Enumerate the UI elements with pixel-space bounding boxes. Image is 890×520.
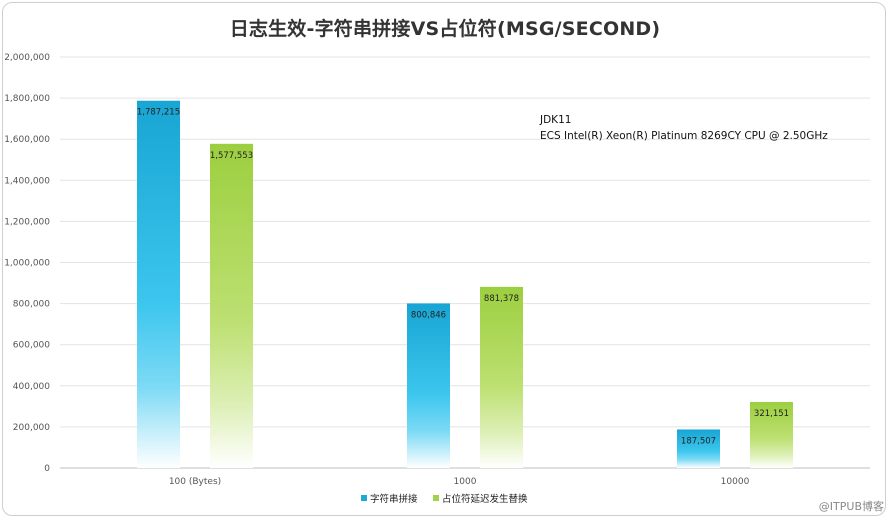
y-tick-label: 1,200,000 — [4, 217, 50, 227]
data-label: 1,577,553 — [210, 151, 253, 161]
bar — [480, 286, 523, 468]
bar — [677, 429, 720, 468]
legend-label: 占位符延迟发生替换 — [442, 493, 528, 505]
y-tick-label: 200,000 — [13, 423, 50, 433]
data-label: 187,507 — [681, 436, 716, 446]
data-label: 800,846 — [411, 310, 446, 320]
data-label: 321,151 — [754, 409, 789, 419]
data-label: 881,378 — [484, 294, 519, 304]
x-tick-label: 10000 — [721, 477, 750, 487]
annotation-cpu: ECS Intel(R) Xeon(R) Platinum 8269CY CPU… — [540, 130, 828, 142]
bar — [137, 100, 180, 468]
legend-label: 字符串拼接 — [370, 493, 418, 505]
y-tick-label: 1,400,000 — [4, 176, 50, 186]
legend-swatch — [433, 495, 439, 501]
y-tick-label: 800,000 — [13, 300, 50, 310]
y-tick-label: 600,000 — [13, 341, 50, 351]
x-axis: 100 (Bytes) 1000 10000 — [169, 477, 750, 487]
bar — [407, 303, 450, 468]
chart-title: 日志生效-字符串拼接VS占位符(MSG/SECOND) — [229, 18, 661, 40]
bar — [750, 402, 793, 468]
y-tick-label: 400,000 — [13, 382, 50, 392]
bars: 1,787,215 1,577,553 800,846 881,378 187,507 3… — [137, 100, 793, 468]
bar — [210, 143, 253, 468]
y-tick-label: 1,800,000 — [4, 94, 50, 104]
gridlines — [60, 56, 870, 469]
y-tick-label: 0 — [44, 464, 50, 474]
y-axis: 0 200,000 400,000 600,000 800,000 1,000,000 1,… — [4, 53, 50, 474]
watermark: @ITPUB博客 — [818, 500, 884, 513]
legend: 字符串拼接 占位符延迟发生替换 — [361, 493, 528, 505]
y-tick-label: 1,000,000 — [4, 259, 50, 269]
legend-swatch — [361, 495, 367, 501]
data-label: 1,787,215 — [137, 108, 180, 118]
annotation-jdk: JDK11 — [539, 114, 571, 126]
x-tick-label: 100 (Bytes) — [169, 477, 221, 487]
x-tick-label: 1000 — [454, 477, 477, 487]
y-tick-label: 2,000,000 — [4, 53, 50, 63]
y-tick-label: 1,600,000 — [4, 135, 50, 145]
